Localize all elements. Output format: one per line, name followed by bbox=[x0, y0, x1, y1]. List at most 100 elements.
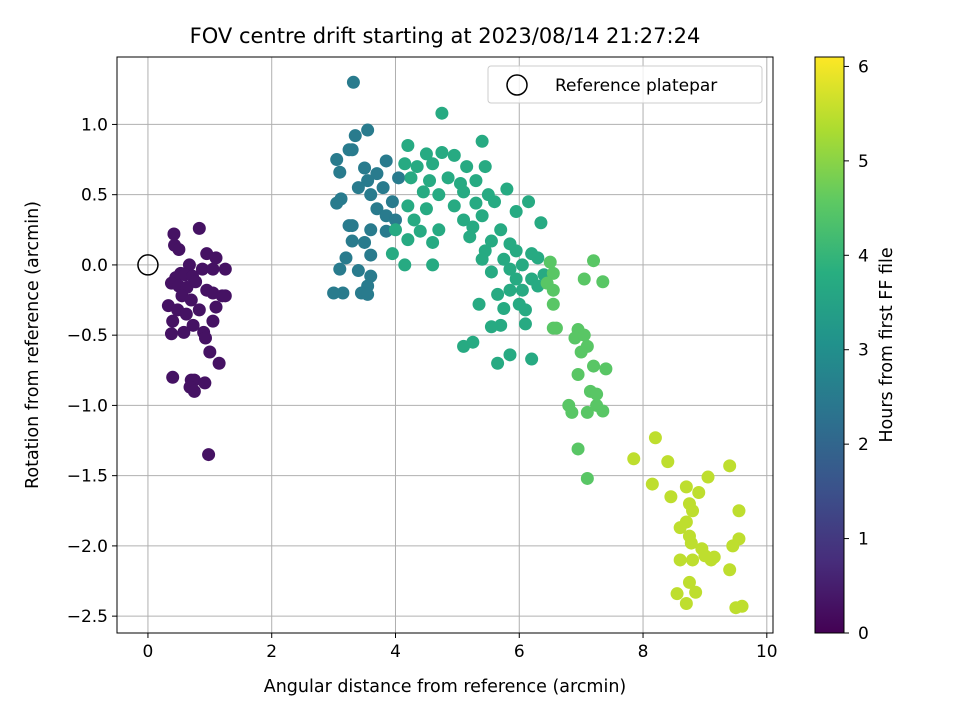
scatter-point bbox=[549, 321, 563, 335]
scatter-point bbox=[577, 272, 591, 286]
scatter-point bbox=[580, 471, 594, 485]
scatter-point bbox=[187, 384, 201, 398]
scatter-point bbox=[679, 596, 693, 610]
scatter-point bbox=[732, 504, 746, 518]
scatter-point bbox=[177, 325, 191, 339]
x-tick-label: 2 bbox=[266, 642, 277, 662]
colorbar-tick-label: 5 bbox=[858, 152, 869, 172]
scatter-point bbox=[182, 258, 196, 272]
scatter-point bbox=[673, 553, 687, 567]
reference-platepar-marker bbox=[137, 254, 159, 276]
scatter-point bbox=[645, 477, 659, 491]
scatter-point bbox=[500, 182, 514, 196]
scatter-point bbox=[206, 262, 220, 276]
scatter-point bbox=[466, 335, 480, 349]
scatter-point bbox=[361, 287, 375, 301]
scatter-point bbox=[212, 356, 226, 370]
scatter-point bbox=[345, 234, 359, 248]
scatter-point bbox=[426, 157, 440, 171]
chart-title: FOV centre drift starting at 2023/08/14 … bbox=[190, 24, 701, 48]
scatter-point bbox=[518, 317, 532, 331]
scatter-point bbox=[179, 307, 193, 321]
scatter-point bbox=[167, 227, 181, 241]
scatter-point bbox=[358, 161, 372, 175]
scatter-point bbox=[679, 480, 693, 494]
legend-entry: Reference platepar bbox=[555, 76, 717, 96]
scatter-point bbox=[361, 123, 375, 137]
colorbar-gradient bbox=[814, 56, 845, 634]
scatter-point bbox=[370, 167, 384, 181]
scatter-point bbox=[186, 318, 200, 332]
colorbar-tick-label: 2 bbox=[858, 435, 869, 455]
scatter-point bbox=[184, 293, 198, 307]
scatter-point bbox=[361, 174, 375, 188]
scatter-point bbox=[670, 587, 684, 601]
colorbar-tick-label: 6 bbox=[858, 57, 869, 77]
scatter-point bbox=[518, 303, 532, 317]
scatter-point bbox=[364, 223, 378, 237]
y-tick-label: 1.0 bbox=[81, 115, 108, 135]
scatter-point bbox=[580, 405, 594, 419]
scatter-point bbox=[509, 205, 523, 219]
scatter-point bbox=[164, 327, 178, 341]
scatter-point bbox=[587, 254, 601, 268]
y-axis-label: Rotation from reference (arcmin) bbox=[23, 201, 43, 489]
scatter-point bbox=[364, 269, 378, 283]
scatter-point bbox=[419, 202, 433, 216]
scatter-point bbox=[348, 129, 362, 143]
scatter-point bbox=[401, 233, 415, 247]
scatter-point bbox=[218, 289, 232, 303]
scatter-point bbox=[469, 196, 483, 210]
scatter-point bbox=[192, 303, 206, 317]
y-tick-label: −2.5 bbox=[67, 607, 108, 627]
y-tick-label: 0.0 bbox=[81, 256, 108, 276]
scatter-point bbox=[684, 536, 698, 550]
scatter-point bbox=[478, 160, 492, 174]
scatter-point bbox=[484, 234, 498, 248]
scatter-point bbox=[574, 345, 588, 359]
scatter-point bbox=[475, 209, 489, 223]
scatter-point bbox=[546, 266, 560, 280]
scatter-point bbox=[407, 213, 421, 227]
scatter-point bbox=[701, 470, 715, 484]
scatter-point bbox=[503, 262, 517, 276]
scatter-point bbox=[571, 368, 585, 382]
scatter-point bbox=[401, 199, 415, 213]
y-tick-label: −1.0 bbox=[67, 396, 108, 416]
scatter-point bbox=[447, 148, 461, 162]
scatter-point bbox=[503, 283, 517, 297]
scatter-point bbox=[202, 448, 216, 462]
scatter-point bbox=[401, 139, 415, 153]
scatter-point bbox=[339, 251, 353, 265]
scatter-point bbox=[435, 146, 449, 160]
colorbar-tick-label: 0 bbox=[858, 624, 869, 644]
scatter-point bbox=[707, 550, 721, 564]
scatter-point bbox=[686, 553, 700, 567]
scatter-point bbox=[543, 255, 557, 269]
colorbar-ticks: 0 1 2 3 4 5 6 bbox=[844, 57, 869, 644]
scatter-point bbox=[209, 300, 223, 314]
axes: 0 2 4 6 8 10 1.0 0.5 0.0 −0.5 −1.0 −1.5 −2.0 −2.5 bbox=[67, 56, 778, 662]
x-axis-label: Angular distance from reference (arcmin) bbox=[264, 677, 627, 697]
scatter-point bbox=[475, 134, 489, 148]
scatter-point bbox=[692, 486, 706, 500]
scatter-point bbox=[166, 370, 180, 384]
scatter-point bbox=[447, 199, 461, 213]
scatter-point bbox=[346, 75, 360, 89]
scatter-point bbox=[435, 106, 449, 120]
scatter-point bbox=[723, 563, 737, 577]
scatter-point bbox=[398, 258, 412, 272]
grid-lines bbox=[117, 57, 773, 633]
scatter-point bbox=[166, 314, 180, 328]
scatter-point bbox=[426, 258, 440, 272]
scatter-point bbox=[189, 275, 203, 289]
scatter-point bbox=[571, 442, 585, 456]
scatter-point bbox=[491, 287, 505, 301]
scatter-point bbox=[531, 251, 545, 265]
scatter-point bbox=[195, 262, 209, 276]
scatter-point bbox=[330, 196, 344, 210]
scatter-point bbox=[388, 223, 402, 237]
scatter-point bbox=[565, 405, 579, 419]
colorbar-tick-label: 3 bbox=[858, 341, 869, 361]
